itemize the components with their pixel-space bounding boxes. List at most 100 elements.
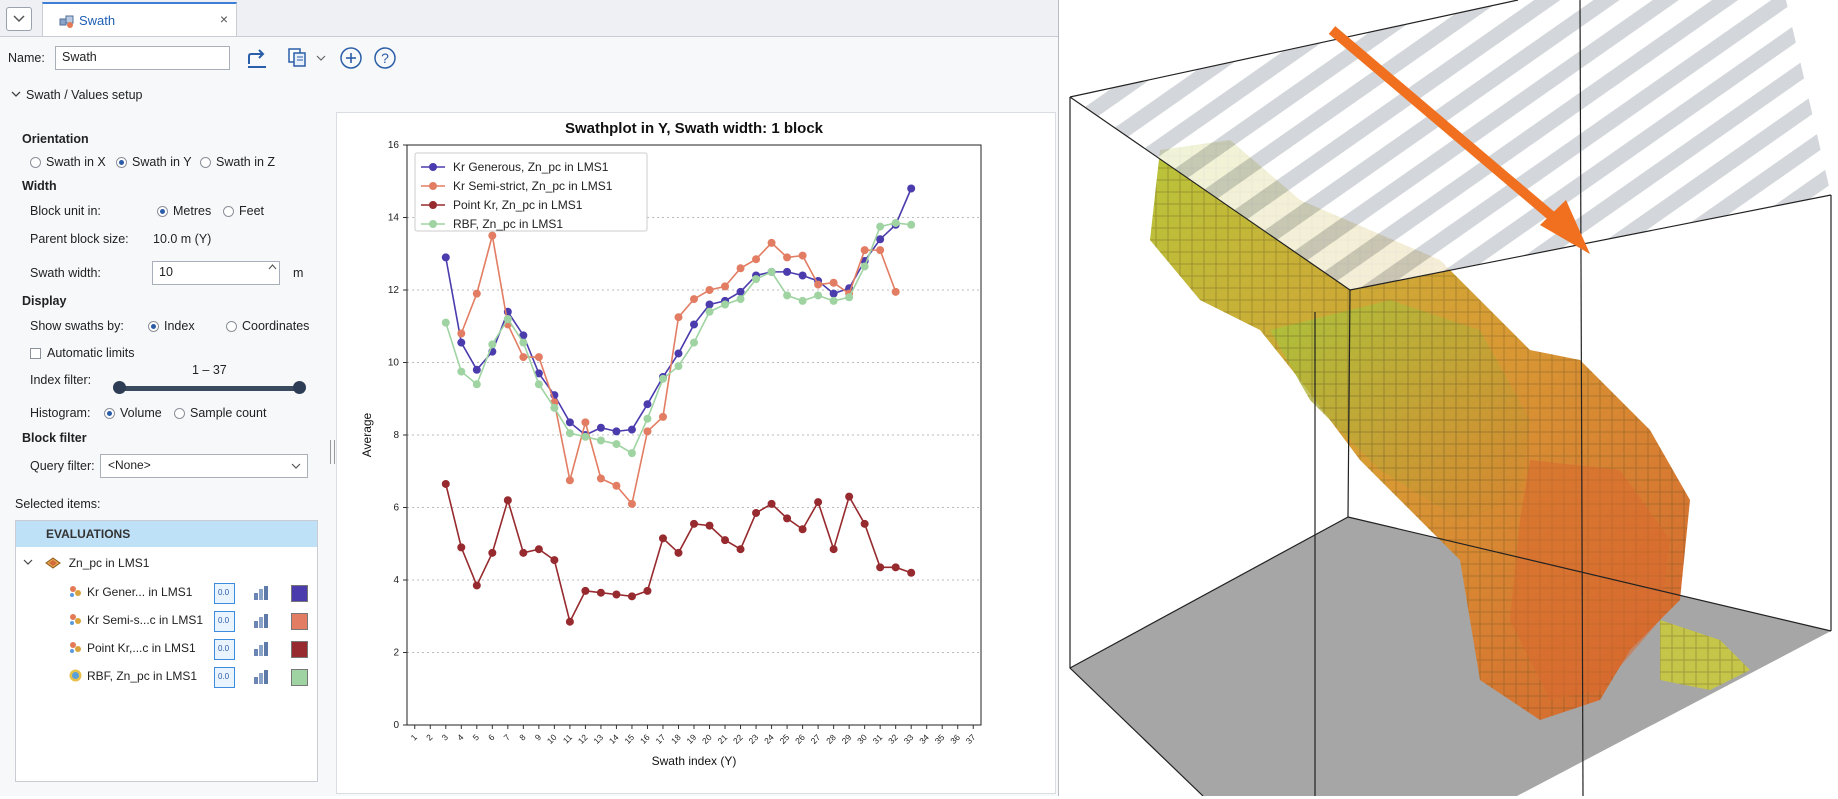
close-icon[interactable]: × — [219, 11, 228, 27]
setup-header-label: Swath / Values setup — [26, 88, 143, 102]
data-point — [643, 586, 652, 595]
panel-splitter[interactable] — [330, 440, 335, 464]
x-tick-label: 21 — [716, 732, 730, 746]
name-input[interactable]: Swath — [55, 46, 230, 70]
data-point — [472, 581, 481, 590]
copy-dropdown-chevron-icon[interactable] — [314, 48, 328, 68]
legend-label: Kr Generous, Zn_pc in LMS1 — [453, 160, 609, 174]
tab-swath[interactable]: Swath × — [42, 2, 237, 36]
data-point — [876, 246, 885, 255]
histogram-icon[interactable] — [250, 610, 272, 632]
kriging-icon — [70, 642, 81, 653]
unit-feet-radio[interactable]: Feet — [223, 204, 264, 218]
legend-label: RBF, Zn_pc in LMS1 — [453, 217, 563, 231]
data-point — [627, 592, 636, 601]
data-point — [643, 414, 652, 423]
help-icon[interactable]: ? — [372, 45, 398, 71]
setup-header[interactable]: Swath / Values setup — [10, 88, 143, 102]
index-filter-max-handle[interactable] — [293, 381, 306, 394]
index-filter-slider[interactable] — [120, 386, 302, 391]
histogram-icon[interactable] — [250, 582, 272, 604]
legend-marker — [429, 220, 437, 228]
histogram-volume-radio[interactable]: Volume — [104, 406, 162, 420]
orientation-y-radio[interactable]: Swath in Y — [116, 155, 192, 169]
data-point — [457, 367, 466, 376]
legend-label: Kr Semi-strict, Zn_pc in LMS1 — [453, 179, 613, 193]
color-swatch[interactable] — [291, 669, 308, 686]
swath-panel: Swath × Name: Swath ? Swath / Values set… — [0, 0, 1059, 796]
histogram-sample-count-radio[interactable]: Sample count — [174, 406, 266, 420]
tree-item-kr-semi-strict[interactable]: Kr Semi-s...c in LMS1 — [68, 612, 203, 627]
data-point — [612, 427, 621, 436]
tree-item-rbf[interactable]: RBF, Zn_pc in LMS1 — [68, 668, 197, 683]
value-button-label: 0.0 — [218, 616, 230, 625]
export-icon[interactable] — [244, 45, 270, 71]
add-icon[interactable] — [338, 45, 364, 71]
swath-width-input[interactable]: 10 — [152, 261, 280, 285]
show-index-radio[interactable]: Index — [148, 319, 195, 333]
plot-frame — [406, 144, 982, 726]
tree-item-kr-generous[interactable]: Kr Gener... in LMS1 — [68, 584, 192, 599]
orientation-x-radio[interactable]: Swath in X — [30, 155, 106, 169]
x-tick-label: 13 — [591, 732, 605, 746]
legend-marker — [429, 182, 437, 190]
data-point — [581, 432, 590, 441]
x-tick-label: 35 — [933, 732, 947, 746]
index-filter-min-handle[interactable] — [113, 381, 126, 394]
show-coordinates-label: Coordinates — [242, 319, 310, 333]
data-point — [814, 291, 823, 300]
data-point — [891, 563, 900, 572]
automatic-limits-checkbox[interactable]: Automatic limits — [30, 346, 135, 360]
data-point — [783, 267, 792, 276]
data-point — [550, 403, 559, 412]
svg-text:?: ? — [381, 50, 389, 66]
tree-item-point-kr[interactable]: Point Kr,...c in LMS1 — [68, 640, 196, 655]
data-point — [643, 427, 652, 436]
series-line — [445, 222, 912, 455]
copy-icon[interactable] — [284, 45, 312, 71]
unit-metres-radio[interactable]: Metres — [157, 204, 211, 218]
spin-up-icon[interactable] — [266, 262, 278, 272]
color-swatch[interactable] — [291, 641, 308, 658]
data-point — [907, 568, 916, 577]
3d-scene-view[interactable] — [1060, 0, 1838, 797]
value-button[interactable]: 0.0 — [214, 667, 235, 688]
x-tick-label: 3 — [440, 732, 451, 743]
chevron-down-icon — [11, 91, 21, 97]
color-swatch[interactable] — [291, 613, 308, 630]
data-point — [581, 418, 590, 427]
data-point — [519, 338, 528, 347]
value-button[interactable]: 0.0 — [214, 583, 235, 604]
data-point — [519, 353, 528, 362]
x-tick-label: 22 — [731, 732, 745, 746]
data-point — [891, 287, 900, 296]
query-filter-value: <None> — [108, 458, 151, 472]
data-point — [612, 590, 621, 599]
evaluations-header: EVALUATIONS — [16, 521, 317, 547]
data-point — [907, 184, 916, 193]
data-point — [674, 349, 683, 358]
show-coordinates-radio[interactable]: Coordinates — [226, 319, 309, 333]
data-point — [472, 289, 481, 298]
data-point — [488, 548, 497, 557]
chevron-down-icon — [23, 559, 33, 565]
x-tick-label: 2 — [424, 732, 435, 743]
query-filter-select[interactable]: <None> — [100, 454, 308, 478]
orientation-z-radio[interactable]: Swath in Z — [200, 155, 275, 169]
x-tick-label: 25 — [778, 732, 792, 746]
data-point — [798, 271, 807, 280]
histogram-icon[interactable] — [250, 666, 272, 688]
data-point — [907, 220, 916, 229]
value-button[interactable]: 0.0 — [214, 639, 235, 660]
chevron-down-icon[interactable] — [6, 7, 32, 31]
tree-parent-item[interactable]: Zn_pc in LMS1 — [22, 556, 149, 570]
width-title: Width — [22, 179, 57, 193]
data-point — [596, 588, 605, 597]
y-tick-label: 4 — [393, 575, 399, 586]
histogram-icon[interactable] — [250, 638, 272, 660]
radio-icon — [223, 206, 234, 217]
y-tick-label: 2 — [393, 648, 399, 659]
data-point — [596, 474, 605, 483]
color-swatch[interactable] — [291, 585, 308, 602]
value-button[interactable]: 0.0 — [214, 611, 235, 632]
